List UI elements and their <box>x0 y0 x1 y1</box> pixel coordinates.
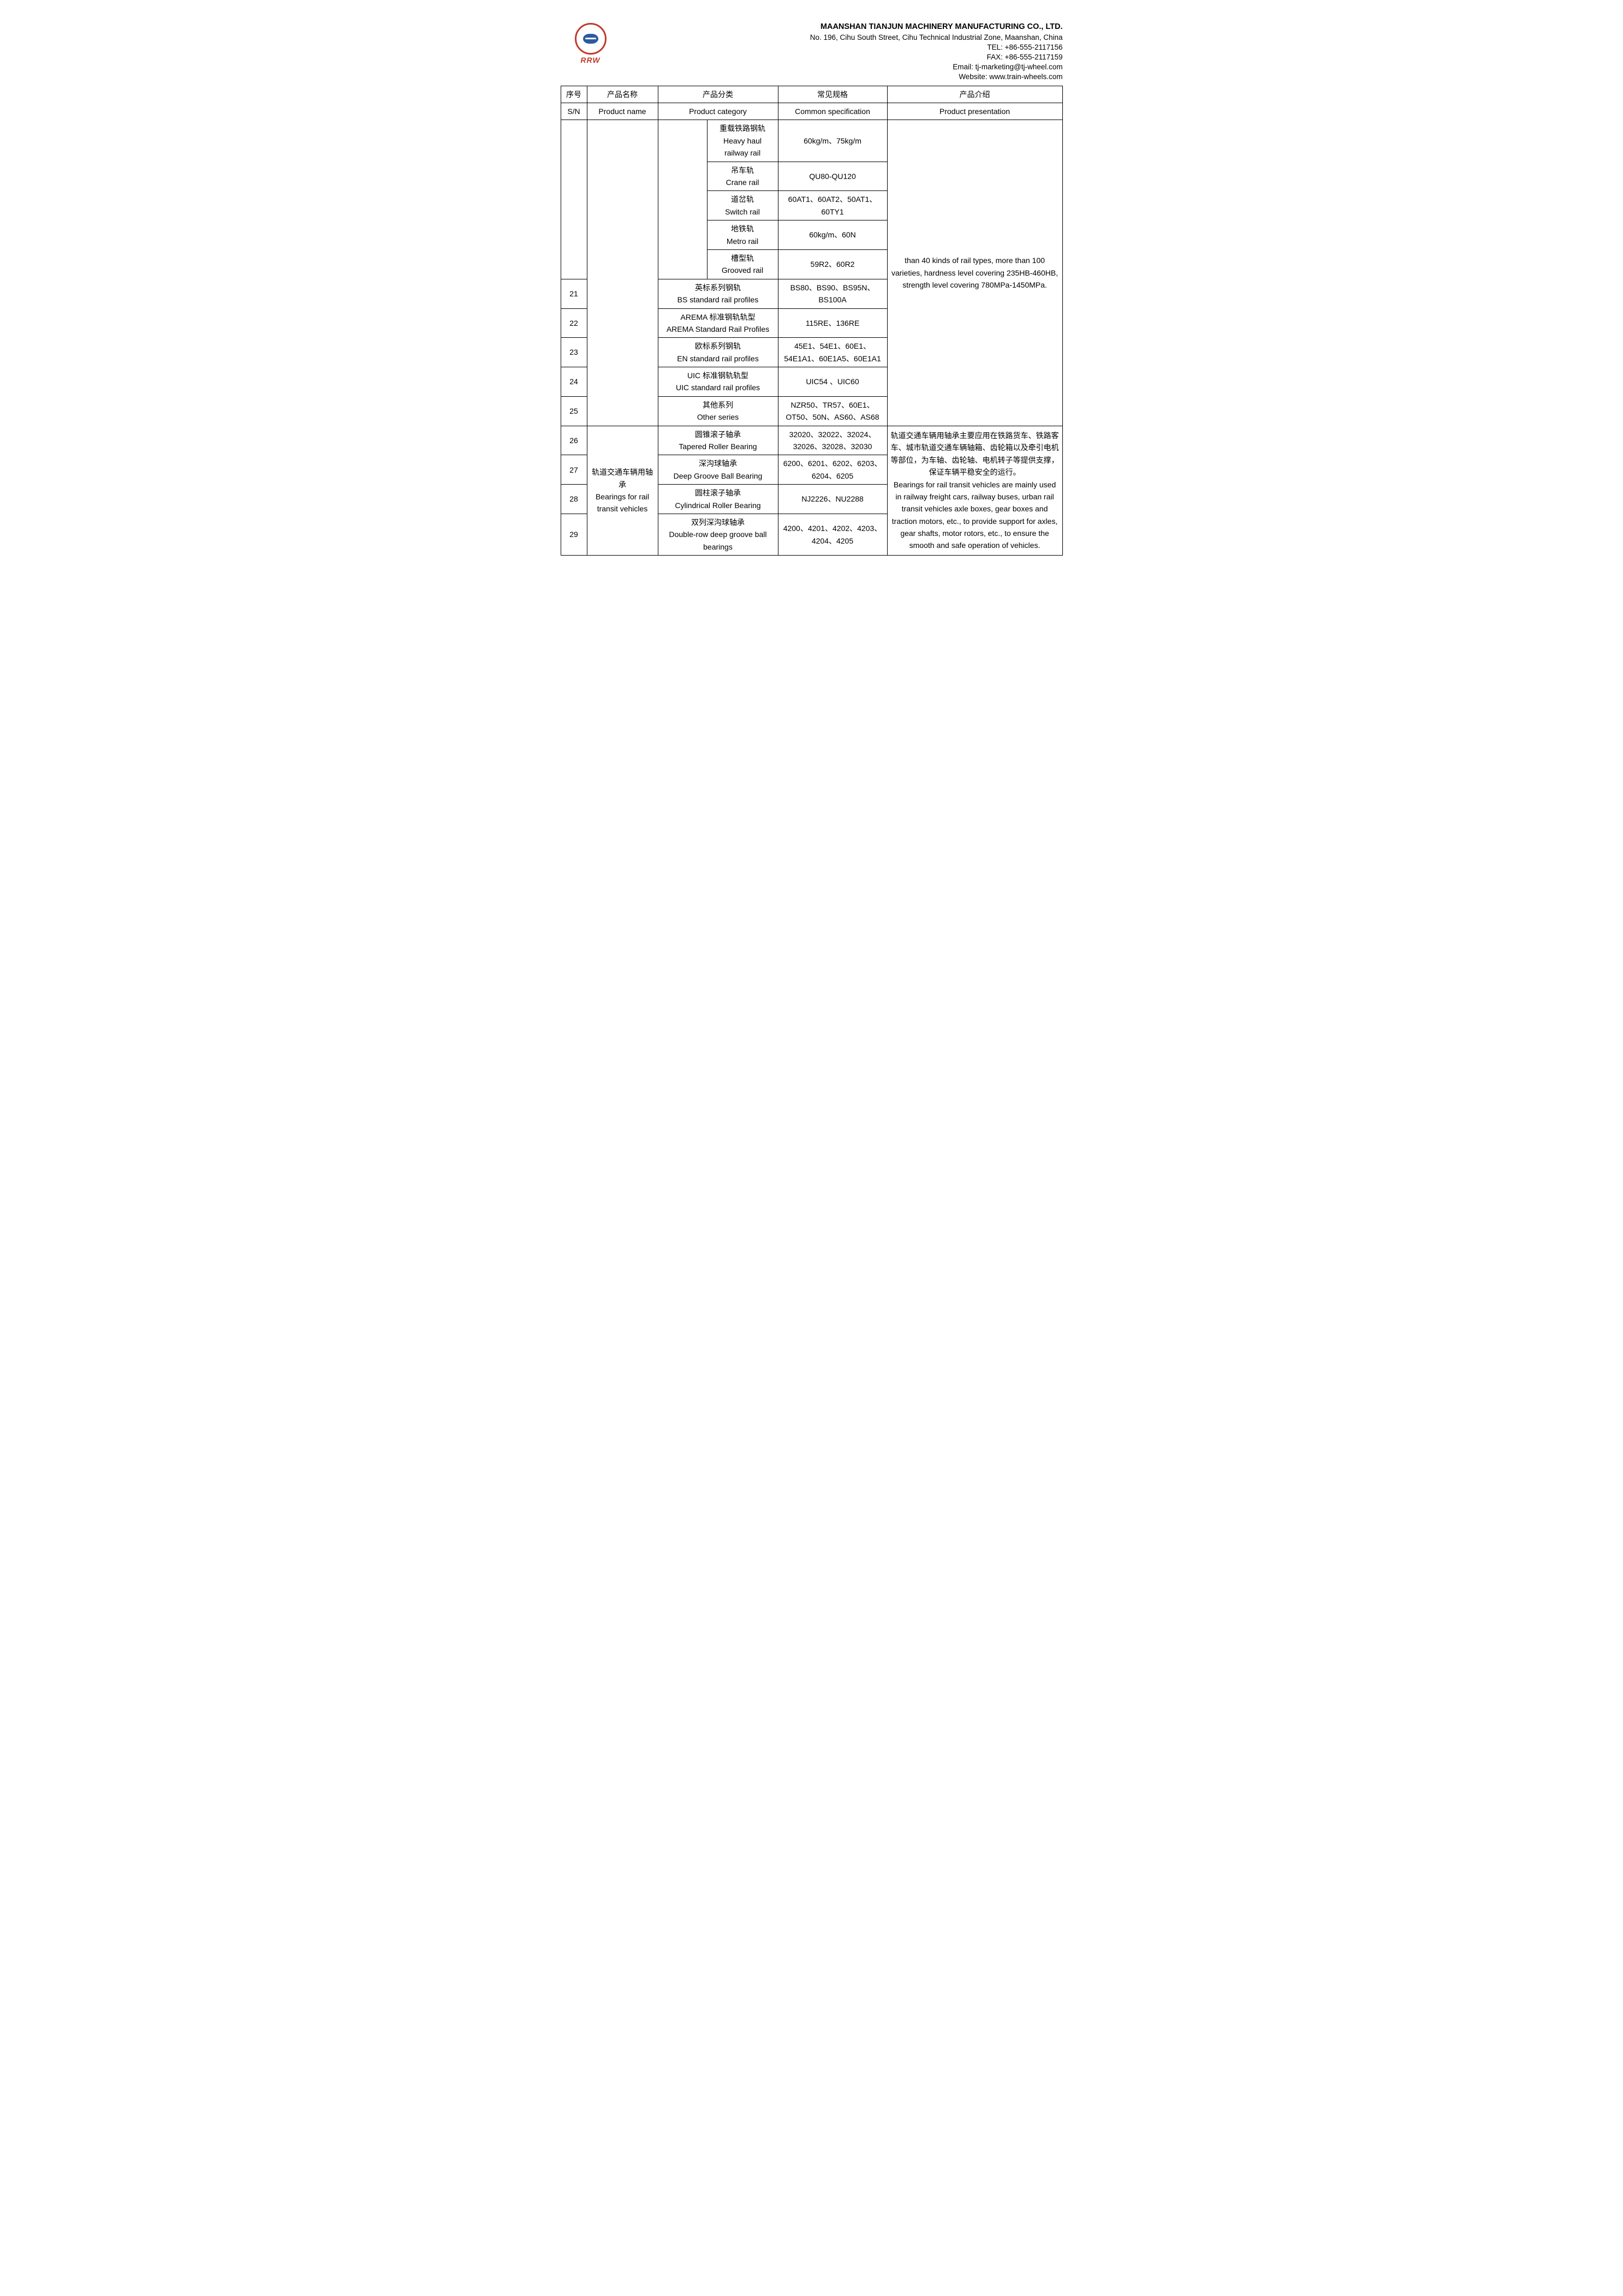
company-address: No. 196, Cihu South Street, Cihu Technic… <box>632 33 1063 43</box>
cell-presentation: than 40 kinds of rail types, more than 1… <box>887 120 1062 426</box>
cell-category: AREMA 标准钢轨轨型AREMA Standard Rail Profiles <box>658 308 778 338</box>
company-name: MAANSHAN TIANJUN MACHINERY MANUFACTURING… <box>632 22 1063 33</box>
cell-name-empty <box>587 120 658 426</box>
cell-category: 地铁轨Metro rail <box>707 220 778 250</box>
cell-category: UIC 标准钢轨轨型UIC standard rail profiles <box>658 367 778 397</box>
cell-category: 圆柱滚子轴承Cylindrical Roller Bearing <box>658 485 778 514</box>
company-website: Website: www.train-wheels.com <box>632 72 1063 82</box>
cell-sn: 27 <box>561 455 587 485</box>
cell-spec: 4200、4201、4202、4203、4204、4205 <box>778 514 887 555</box>
cell-sn: 25 <box>561 396 587 426</box>
cell-category: 吊车轨Crane rail <box>707 162 778 191</box>
table-row: 26轨道交通车辆用轴承Bearings for rail transit veh… <box>561 426 1062 455</box>
logo-text: RRW <box>580 56 600 64</box>
cell-spec: 6200、6201、6202、6203、6204、6205 <box>778 455 887 485</box>
hdr-pres-en: Product presentation <box>887 103 1062 120</box>
hdr-cat-cn: 产品分类 <box>658 86 778 103</box>
hdr-spec-en: Common specification <box>778 103 887 120</box>
cell-sn: 29 <box>561 514 587 555</box>
cell-sn-empty <box>561 120 587 279</box>
cell-category: 双列深沟球轴承Double-row deep groove ball beari… <box>658 514 778 555</box>
cell-product-name: 轨道交通车辆用轴承Bearings for rail transit vehic… <box>587 426 658 556</box>
company-email: Email: tj-marketing@tj-wheel.com <box>632 62 1063 72</box>
cell-spec: 32020、32022、32024、32026、32028、32030 <box>778 426 887 455</box>
company-info: MAANSHAN TIANJUN MACHINERY MANUFACTURING… <box>632 22 1063 82</box>
hdr-sn-cn: 序号 <box>561 86 587 103</box>
hdr-sn-en: S/N <box>561 103 587 120</box>
cell-sn: 24 <box>561 367 587 397</box>
cell-presentation: 轨道交通车辆用轴承主要应用在铁路货车、铁路客车、城市轨道交通车辆轴箱、齿轮箱以及… <box>887 426 1062 556</box>
company-fax: FAX: +86-555-2117159 <box>632 52 1063 62</box>
logo-icon <box>575 23 607 55</box>
page: RRW MAANSHAN TIANJUN MACHINERY MANUFACTU… <box>561 22 1063 556</box>
table-header-row-en: S/N Product name Product category Common… <box>561 103 1062 120</box>
cell-catgroup-empty <box>658 120 707 279</box>
table-row: 重载铁路钢轨Heavy haul railway rail60kg/m、75kg… <box>561 120 1062 162</box>
cell-spec: 45E1、54E1、60E1、54E1A1、60E1A5、60E1A1 <box>778 338 887 367</box>
cell-spec: QU80-QU120 <box>778 162 887 191</box>
cell-category: 欧标系列钢轨EN standard rail profiles <box>658 338 778 367</box>
cell-category: 圆锥滚子轴承Tapered Roller Bearing <box>658 426 778 455</box>
letterhead: RRW MAANSHAN TIANJUN MACHINERY MANUFACTU… <box>561 22 1063 82</box>
cell-category: 道岔轨Switch rail <box>707 191 778 220</box>
hdr-pres-cn: 产品介绍 <box>887 86 1062 103</box>
cell-sn: 22 <box>561 308 587 338</box>
cell-spec: 115RE、136RE <box>778 308 887 338</box>
cell-spec: BS80、BS90、BS95N、BS100A <box>778 279 887 308</box>
cell-category: 其他系列Other series <box>658 396 778 426</box>
cell-category: 槽型轨Grooved rail <box>707 249 778 279</box>
hdr-name-cn: 产品名称 <box>587 86 658 103</box>
cell-category: 深沟球轴承Deep Groove Ball Bearing <box>658 455 778 485</box>
cell-spec: 60AT1、60AT2、50AT1、60TY1 <box>778 191 887 220</box>
cell-spec: NZR50、TR57、60E1、OT50、50N、AS60、AS68 <box>778 396 887 426</box>
cell-category: 重载铁路钢轨Heavy haul railway rail <box>707 120 778 162</box>
cell-spec: 60kg/m、75kg/m <box>778 120 887 162</box>
cell-spec: 59R2、60R2 <box>778 249 887 279</box>
cell-sn: 28 <box>561 485 587 514</box>
cell-sn: 23 <box>561 338 587 367</box>
hdr-spec-cn: 常见规格 <box>778 86 887 103</box>
table-header-row: 序号 产品名称 产品分类 常见规格 产品介绍 <box>561 86 1062 103</box>
product-table: 序号 产品名称 产品分类 常见规格 产品介绍 S/N Product name … <box>561 86 1063 556</box>
cell-sn: 26 <box>561 426 587 455</box>
cell-category: 英标系列钢轨BS standard rail profiles <box>658 279 778 308</box>
cell-spec: UIC54 、UIC60 <box>778 367 887 397</box>
cell-spec: 60kg/m、60N <box>778 220 887 250</box>
hdr-name-en: Product name <box>587 103 658 120</box>
cell-sn: 21 <box>561 279 587 308</box>
company-logo: RRW <box>561 22 621 65</box>
hdr-cat-en: Product category <box>658 103 778 120</box>
cell-spec: NJ2226、NU2288 <box>778 485 887 514</box>
company-tel: TEL: +86-555-2117156 <box>632 43 1063 52</box>
